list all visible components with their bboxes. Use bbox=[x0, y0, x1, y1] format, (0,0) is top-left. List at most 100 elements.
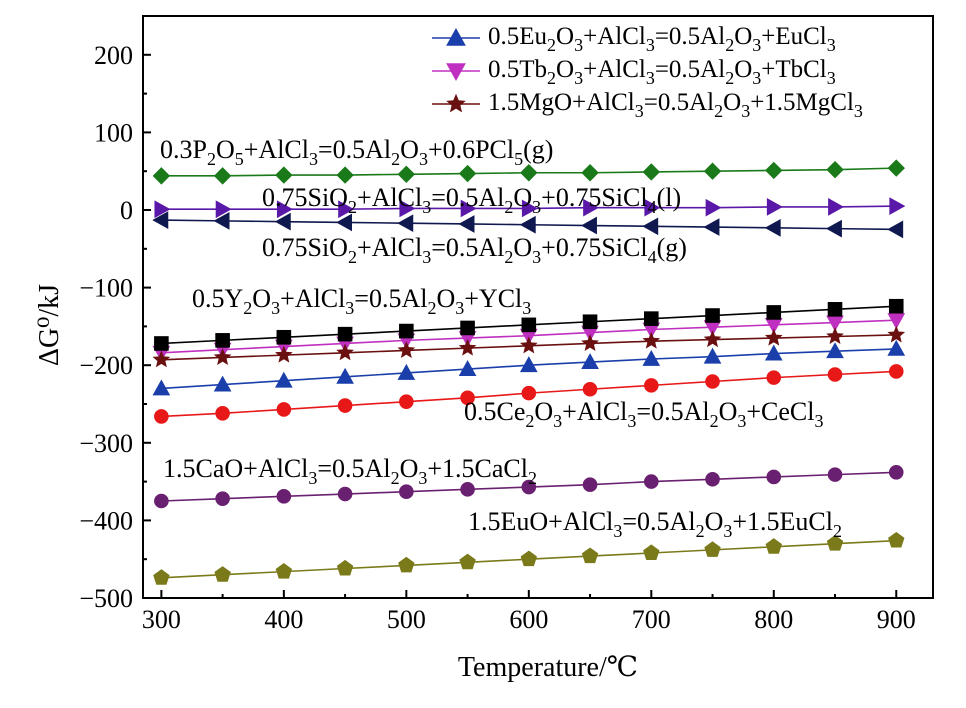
legend-entry-mgo: 1.5MgO+AlCl3=0.5Al2O3+1.5MgCl3 bbox=[432, 89, 863, 121]
data-point-eu2o3 bbox=[887, 339, 906, 356]
data-point-cao bbox=[827, 467, 843, 482]
annotation-cao: 1.5CaO+AlCl3=0.5Al2O3+1.5CaCl2 bbox=[163, 454, 537, 488]
data-point-y2o3 bbox=[215, 333, 230, 348]
data-point-p2o5 bbox=[826, 160, 844, 179]
data-point-y2o3 bbox=[827, 302, 843, 317]
data-point-euo bbox=[765, 538, 782, 554]
data-point-cao bbox=[215, 491, 230, 506]
data-point-ce2o3 bbox=[399, 394, 414, 409]
x-tick-label: 700 bbox=[632, 605, 671, 634]
x-tick-label: 800 bbox=[754, 605, 793, 634]
data-point-euo bbox=[275, 562, 293, 579]
axes-layer: 300 400 500 600 700 800 900 −500 −400 −300 −200 −10… bbox=[79, 15, 934, 634]
data-point-euo bbox=[888, 531, 905, 548]
series-eu2o3 bbox=[152, 339, 906, 396]
data-point-y2o3 bbox=[888, 298, 904, 314]
data-point-euo bbox=[398, 556, 415, 573]
data-point-sio2_l bbox=[828, 198, 845, 216]
series-sio2_l bbox=[154, 197, 906, 219]
data-point-mgo bbox=[213, 348, 232, 365]
y-tick-label: −100 bbox=[79, 274, 133, 303]
data-point-sio2_g bbox=[642, 217, 659, 236]
data-point-p2o5 bbox=[152, 167, 171, 185]
data-point-p2o5 bbox=[397, 165, 416, 184]
series-cao bbox=[154, 464, 904, 509]
data-point-sio2_g bbox=[274, 212, 291, 231]
legend-label: 0.5Eu2O3+AlCl3=0.5Al2O3+EuCl3 bbox=[488, 23, 836, 55]
legend-entry-eu2o3: 0.5Eu2O3+AlCl3=0.5Al2O3+EuCl3 bbox=[432, 23, 836, 55]
legend-label: 0.5Tb2O3+AlCl3=0.5Al2O3+TbCl3 bbox=[488, 56, 836, 88]
data-point-sio2_l bbox=[705, 198, 722, 217]
data-point-mgo bbox=[764, 328, 783, 346]
data-point-sio2_l bbox=[889, 197, 906, 215]
legend-swatch-marker bbox=[446, 93, 466, 113]
data-point-sio2_g bbox=[764, 218, 781, 237]
data-point-cao bbox=[399, 484, 414, 499]
data-point-sio2_g bbox=[581, 216, 597, 235]
annotation-euo: 1.5EuO+AlCl3=0.5Al2O3+1.5EuCl2 bbox=[468, 507, 842, 541]
data-point-cao bbox=[582, 477, 598, 493]
data-point-mgo bbox=[152, 350, 171, 368]
data-point-eu2o3 bbox=[581, 353, 599, 369]
data-point-cao bbox=[337, 486, 353, 502]
data-point-eu2o3 bbox=[275, 371, 293, 388]
data-point-mgo bbox=[703, 330, 722, 348]
y-tick-label: −300 bbox=[79, 429, 133, 458]
data-point-sio2_g bbox=[336, 213, 352, 232]
data-point-ce2o3 bbox=[705, 374, 720, 389]
y-tick-label: −500 bbox=[79, 584, 133, 613]
data-point-eu2o3 bbox=[213, 375, 232, 392]
x-tick-label: 900 bbox=[877, 605, 916, 634]
data-point-euo bbox=[704, 541, 721, 557]
y-tick-label: 100 bbox=[94, 118, 133, 147]
data-point-cao bbox=[766, 469, 782, 485]
plot-frame bbox=[142, 15, 934, 599]
data-point-euo bbox=[520, 550, 538, 567]
data-point-cao bbox=[460, 482, 475, 497]
data-point-mgo bbox=[397, 341, 416, 358]
data-point-p2o5 bbox=[887, 159, 905, 177]
data-point-sio2_g bbox=[458, 215, 475, 233]
data-point-sio2_l bbox=[399, 199, 416, 218]
series-layer bbox=[152, 159, 906, 585]
data-point-cao bbox=[888, 464, 904, 480]
annotation-layer: 0.3P2O5+AlCl3=0.5Al2O3+0.6PCl5(g) 0.75SiO… bbox=[160, 135, 842, 541]
annotation-y2o3: 0.5Y2O3+AlCl3=0.5Al2O3+YCl3 bbox=[192, 284, 531, 318]
data-point-eu2o3 bbox=[397, 363, 416, 380]
data-point-y2o3 bbox=[154, 336, 169, 351]
data-point-eu2o3 bbox=[764, 344, 783, 361]
data-point-cao bbox=[154, 493, 169, 509]
series-sio2_g bbox=[152, 211, 904, 239]
y-axis-title: ΔG⁰/kJ bbox=[34, 284, 65, 366]
data-point-p2o5 bbox=[275, 166, 293, 184]
data-point-mgo bbox=[519, 336, 538, 354]
data-point-p2o5 bbox=[765, 161, 783, 180]
legend-swatch-marker bbox=[446, 27, 466, 46]
x-tick-label: 400 bbox=[264, 605, 303, 634]
data-point-sio2_l bbox=[215, 200, 232, 219]
series-y2o3 bbox=[154, 298, 904, 351]
data-point-sio2_l bbox=[521, 199, 538, 218]
x-tick-label: 300 bbox=[142, 605, 181, 634]
series-ce2o3 bbox=[154, 364, 904, 424]
data-point-euo bbox=[459, 553, 476, 570]
annotation-sio2_l: 0.75SiO2+AlCl3=0.5Al2O3+0.75SiCl4(l) bbox=[262, 183, 681, 217]
data-point-tb2o3 bbox=[887, 313, 906, 330]
data-point-mgo bbox=[275, 345, 293, 363]
data-point-eu2o3 bbox=[703, 347, 722, 364]
data-point-ce2o3 bbox=[643, 378, 659, 393]
data-point-euo bbox=[336, 559, 354, 576]
data-point-sio2_l bbox=[276, 200, 293, 219]
data-point-sio2_l bbox=[338, 200, 355, 219]
data-point-cao bbox=[276, 489, 292, 504]
data-point-y2o3 bbox=[582, 314, 598, 330]
data-point-sio2_l bbox=[644, 198, 661, 217]
data-point-ce2o3 bbox=[827, 367, 843, 382]
y-tick-label: −200 bbox=[79, 351, 133, 380]
data-point-p2o5 bbox=[581, 164, 599, 182]
data-point-euo bbox=[581, 547, 599, 564]
data-point-mgo bbox=[826, 327, 844, 345]
data-point-ce2o3 bbox=[337, 398, 353, 413]
annotation-sio2_g: 0.75SiO2+AlCl3=0.5Al2O3+0.75SiCl4(g) bbox=[262, 233, 687, 267]
data-point-eu2o3 bbox=[336, 367, 354, 384]
